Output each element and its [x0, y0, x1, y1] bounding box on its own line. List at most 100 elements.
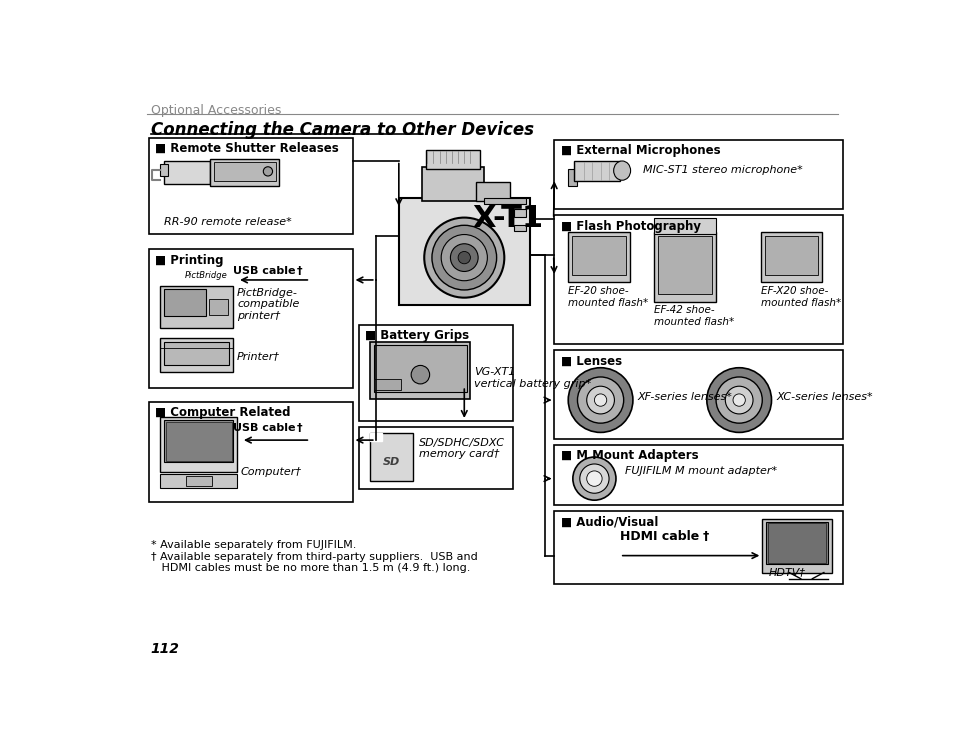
Circle shape: [724, 386, 752, 414]
Bar: [654, 232, 716, 301]
Text: ■ Flash Photography: ■ Flash Photography: [560, 220, 700, 233]
Text: HDTV†: HDTV†: [767, 567, 804, 577]
Text: †: †: [702, 530, 708, 543]
Bar: [568, 169, 577, 186]
Bar: [421, 167, 483, 201]
Text: HDMI cable: HDMI cable: [619, 530, 699, 543]
Bar: [164, 420, 233, 462]
Text: USB cable: USB cable: [233, 423, 295, 433]
Circle shape: [706, 368, 771, 432]
Text: ■ M Mount Adapters: ■ M Mount Adapters: [560, 450, 698, 462]
Circle shape: [450, 244, 477, 272]
Text: Connecting the Camera to Other Devices: Connecting the Camera to Other Devices: [151, 120, 534, 138]
Bar: [160, 417, 237, 473]
Text: VG-XT1
vertical battery grip*: VG-XT1 vertical battery grip*: [474, 367, 591, 388]
Text: † Available separately from third-party suppliers.  USB and: † Available separately from third-party …: [151, 552, 477, 562]
Text: XF-series lenses*: XF-series lenses*: [637, 393, 732, 402]
Bar: [213, 162, 275, 182]
Text: ■ Lenses: ■ Lenses: [560, 355, 621, 367]
Text: PictBridge-
compatible
printer†: PictBridge- compatible printer†: [237, 288, 299, 321]
Text: FUJIFILM M mount adapter*: FUJIFILM M mount adapter*: [624, 466, 777, 476]
Circle shape: [594, 394, 606, 406]
Circle shape: [577, 377, 623, 423]
Bar: [654, 218, 716, 234]
Text: ■ External Microphones: ■ External Microphones: [560, 144, 720, 157]
Bar: [554, 445, 842, 505]
Bar: [149, 402, 353, 502]
Bar: [554, 140, 842, 209]
Bar: [370, 342, 470, 399]
Circle shape: [432, 225, 497, 290]
Text: SD/SDHC/SDXC
memory card†: SD/SDHC/SDXC memory card†: [418, 438, 504, 459]
Circle shape: [457, 251, 470, 264]
Bar: [763, 236, 818, 275]
Bar: [554, 350, 842, 438]
Text: Optional Accessories: Optional Accessories: [151, 104, 281, 117]
Text: Printer†: Printer†: [237, 352, 280, 361]
Bar: [425, 150, 479, 169]
Text: ■ Computer Related: ■ Computer Related: [154, 406, 290, 419]
Bar: [160, 165, 168, 176]
Bar: [767, 524, 825, 562]
Bar: [374, 346, 466, 392]
Bar: [761, 518, 831, 572]
Text: XC-series lenses*: XC-series lenses*: [776, 393, 872, 402]
Text: ■ Battery Grips: ■ Battery Grips: [365, 329, 469, 343]
Circle shape: [716, 377, 761, 423]
Text: X-T1: X-T1: [472, 203, 542, 233]
Bar: [398, 197, 529, 305]
Text: HDMI cables must be no more than 1.5 m (4.9 ft.) long.: HDMI cables must be no more than 1.5 m (…: [151, 563, 470, 573]
Text: ■ Audio/Visual: ■ Audio/Visual: [560, 515, 658, 529]
Bar: [476, 183, 510, 201]
Bar: [573, 162, 619, 180]
Bar: [164, 161, 210, 184]
Text: EF-42 shoe-
mounted flash*: EF-42 shoe- mounted flash*: [654, 305, 734, 327]
Circle shape: [586, 471, 601, 486]
Bar: [185, 476, 212, 485]
Circle shape: [411, 366, 429, 384]
Circle shape: [263, 167, 273, 176]
Text: ■ Printing: ■ Printing: [154, 254, 223, 267]
Text: SD: SD: [382, 457, 399, 467]
Bar: [209, 299, 228, 315]
Bar: [160, 286, 233, 328]
Text: MIC-ST1 stereo microphone*: MIC-ST1 stereo microphone*: [642, 165, 801, 175]
Bar: [166, 422, 232, 461]
Bar: [164, 342, 229, 365]
Bar: [358, 325, 513, 421]
Bar: [149, 249, 353, 387]
Circle shape: [440, 235, 487, 280]
Bar: [568, 232, 629, 282]
Text: RR-90 remote release*: RR-90 remote release*: [164, 217, 292, 227]
Bar: [514, 209, 525, 217]
Bar: [554, 215, 842, 344]
Text: ■ Remote Shutter Releases: ■ Remote Shutter Releases: [154, 142, 338, 155]
Bar: [374, 378, 400, 390]
Bar: [554, 511, 842, 584]
Bar: [210, 159, 279, 186]
Bar: [483, 197, 525, 203]
Text: †: †: [296, 266, 302, 276]
Text: Computer†: Computer†: [241, 467, 302, 477]
Text: PictBridge: PictBridge: [185, 271, 228, 280]
Text: EF-X20 shoe-
mounted flash*: EF-X20 shoe- mounted flash*: [760, 286, 841, 307]
Bar: [149, 138, 353, 234]
Circle shape: [732, 394, 744, 406]
Bar: [765, 522, 827, 564]
Bar: [514, 224, 525, 230]
Bar: [358, 427, 513, 488]
Polygon shape: [370, 433, 381, 441]
Bar: [164, 289, 206, 316]
Circle shape: [579, 464, 608, 493]
Bar: [658, 236, 712, 294]
Bar: [572, 236, 625, 275]
Text: †: †: [296, 423, 302, 433]
Text: * Available separately from FUJIFILM.: * Available separately from FUJIFILM.: [151, 540, 355, 551]
Circle shape: [572, 457, 616, 500]
Text: 112: 112: [151, 643, 179, 657]
Circle shape: [568, 368, 632, 432]
Bar: [370, 433, 413, 481]
Bar: [160, 474, 237, 488]
Text: EF-20 shoe-
mounted flash*: EF-20 shoe- mounted flash*: [568, 286, 648, 307]
Circle shape: [424, 218, 504, 298]
